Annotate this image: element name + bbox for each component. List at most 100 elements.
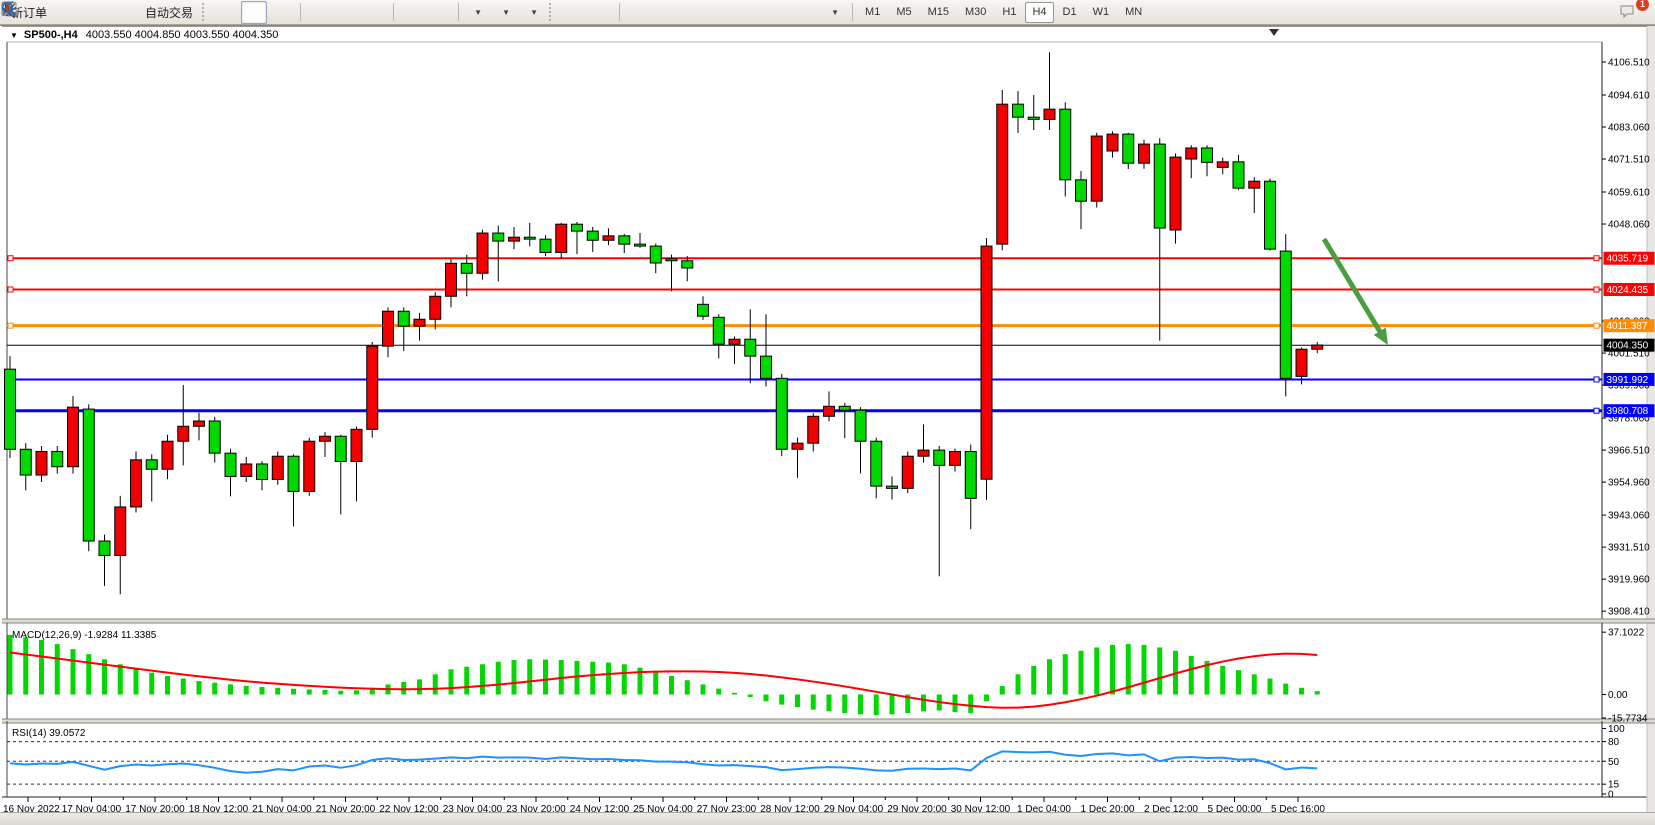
equidistant-channel-tool-icon[interactable]: E bbox=[1, 1, 735, 24]
svg-text:3919.960: 3919.960 bbox=[1608, 575, 1650, 586]
chart-title: ▼ SP500-,H4 4003.550 4004.850 4003.550 4… bbox=[10, 29, 278, 41]
timeframe-MN[interactable]: MN bbox=[1125, 6, 1143, 18]
chart-shift-icon[interactable] bbox=[2, 1, 453, 24]
time-axis-label: 16 Nov 2022 bbox=[3, 804, 60, 813]
toolbar-separator bbox=[458, 3, 460, 21]
svg-text:4106.510: 4106.510 bbox=[1608, 58, 1650, 69]
collapse-icon[interactable]: ▼ bbox=[10, 30, 18, 40]
horizontal-line-4035.719[interactable] bbox=[7, 255, 1602, 262]
time-axis-label: 24 Nov 12:00 bbox=[570, 804, 630, 813]
svg-text:4083.060: 4083.060 bbox=[1608, 123, 1650, 134]
price-label-chip-4024.435: 4024.435 bbox=[1603, 283, 1655, 297]
candlestick-chart-type-icon[interactable] bbox=[3, 0, 268, 24]
macd-histogram-bar bbox=[905, 694, 911, 713]
svg-text:4004.350: 4004.350 bbox=[1607, 341, 1649, 352]
horizontal-line-3991.992[interactable] bbox=[7, 376, 1602, 383]
cursor-tool-icon[interactable] bbox=[5, 1, 586, 24]
line-chart-type-icon[interactable] bbox=[1, 1, 295, 24]
tile-windows-icon[interactable] bbox=[2, 1, 388, 24]
chat-bubble-icon bbox=[1620, 5, 1634, 18]
notifications-button[interactable]: 1 bbox=[1617, 0, 1649, 24]
zoom-out-icon[interactable] bbox=[1, 1, 360, 24]
gold-coin-icon[interactable] bbox=[1, 1, 81, 24]
horizontal-line-tool-icon[interactable] bbox=[2, 1, 679, 24]
macd-histogram-bar bbox=[810, 694, 816, 710]
svg-text:3991.992: 3991.992 bbox=[1607, 375, 1649, 386]
svg-text:3908.410: 3908.410 bbox=[1608, 607, 1650, 618]
svg-text:4059.610: 4059.610 bbox=[1608, 188, 1650, 199]
macd-histogram-bar bbox=[1141, 644, 1147, 695]
auto-trading-button[interactable]: 自动交易 bbox=[1, 1, 199, 24]
symbol-timeframe-label: SP500-,H4 bbox=[23, 29, 78, 41]
toolbar: 新订单 自动交易 ▼ ▼ ▼ bbox=[0, 0, 1655, 25]
macd-histogram-bar bbox=[637, 667, 643, 695]
macd-histogram-bar bbox=[102, 659, 107, 695]
auto-scroll-icon[interactable] bbox=[2, 1, 425, 24]
time-axis-label: 23 Nov 04:00 bbox=[443, 804, 503, 813]
timeframe-W1[interactable]: W1 bbox=[1092, 6, 1110, 18]
horizontal-line-4024.435[interactable] bbox=[7, 286, 1602, 293]
ohlc-quote-label: 4003.550 4004.850 4003.550 4004.350 bbox=[85, 29, 279, 41]
svg-text:4094.610: 4094.610 bbox=[1608, 90, 1650, 101]
signal-icon[interactable] bbox=[1, 1, 137, 24]
timeframe-M5[interactable]: M5 bbox=[896, 6, 912, 18]
bar-chart-type-icon[interactable] bbox=[3, 1, 239, 24]
price-label-chip-4011.387: 4011.387 bbox=[1603, 319, 1655, 333]
timeframe-H1[interactable]: H1 bbox=[1002, 6, 1017, 18]
macd-histogram-bar bbox=[653, 671, 659, 695]
macd-histogram-bar bbox=[7, 634, 13, 695]
rsi-panel: 100 80 50 150 bbox=[6, 721, 1625, 801]
time-axis-label: 17 Nov 20:00 bbox=[125, 804, 185, 813]
crosshair-tool-icon[interactable] bbox=[2, 1, 614, 24]
macd-histogram-bar bbox=[448, 669, 454, 695]
macd-histogram-bar bbox=[1314, 691, 1320, 695]
price-label-chip-4035.719: 4035.719 bbox=[1603, 251, 1655, 265]
svg-text:4011.387: 4011.387 bbox=[1607, 321, 1648, 332]
timeframe-M30[interactable]: M30 bbox=[965, 6, 987, 18]
macd-histogram-bar bbox=[984, 694, 989, 702]
macd-histogram-bar bbox=[401, 681, 407, 695]
notification-badge: 1 bbox=[1636, 0, 1649, 11]
new-order-label: 新订单 bbox=[11, 5, 48, 20]
timeframe-H4[interactable]: H4 bbox=[1025, 1, 1054, 23]
zoom-in-icon[interactable] bbox=[1, 1, 332, 24]
svg-text:4035.719: 4035.719 bbox=[1607, 254, 1649, 265]
new-order-button[interactable]: 新订单 bbox=[5, 1, 53, 24]
periods-button[interactable]: ▼ bbox=[1, 1, 518, 24]
toolbar-separator bbox=[619, 3, 621, 21]
new-chart-button[interactable]: ▼ bbox=[2, 1, 490, 24]
macd-histogram-bar bbox=[149, 672, 155, 695]
macd-histogram-bar bbox=[39, 639, 44, 695]
macd-histogram-bar bbox=[921, 694, 926, 712]
arrow-annotation[interactable] bbox=[1321, 237, 1388, 345]
arrows-tool-button[interactable]: ▼ bbox=[4, 1, 847, 24]
price-chart-canvas[interactable]: 4106.510 4094.610 4083.060 4071.510 4059.610… bbox=[0, 26, 1655, 813]
macd-histogram-bar bbox=[606, 662, 611, 695]
indicators-button[interactable]: ▼ bbox=[1, 1, 546, 24]
timeframe-M1[interactable]: M1 bbox=[865, 6, 881, 18]
horizontal-line-3980.708[interactable] bbox=[7, 407, 1602, 414]
svg-text:0: 0 bbox=[1608, 790, 1614, 801]
macd-histogram-bar bbox=[1078, 650, 1084, 695]
trendline-tool-icon[interactable] bbox=[2, 1, 707, 24]
vertical-line-tool-icon[interactable] bbox=[8, 1, 651, 24]
text-tool-icon[interactable]: A bbox=[5, 1, 791, 24]
terminal-icon[interactable] bbox=[2, 1, 109, 24]
macd-histogram-bar bbox=[700, 684, 706, 695]
horizontal-line-4011.387[interactable] bbox=[7, 322, 1602, 329]
chart-window[interactable]: ▼ SP500-,H4 4003.550 4004.850 4003.550 4… bbox=[0, 25, 1655, 813]
fibonacci-tool-icon[interactable]: F bbox=[2, 1, 763, 24]
macd-histogram-bar bbox=[369, 687, 375, 695]
macd-histogram-bar bbox=[259, 686, 265, 695]
timeframe-D1[interactable]: D1 bbox=[1062, 6, 1077, 18]
shift-marker-icon[interactable] bbox=[1269, 29, 1279, 36]
search-icon[interactable] bbox=[1, 1, 1615, 24]
svg-text:50: 50 bbox=[1608, 757, 1620, 768]
svg-text:3966.510: 3966.510 bbox=[1608, 446, 1650, 457]
text-label-tool-icon[interactable]: T bbox=[1, 1, 819, 24]
macd-histogram-bar bbox=[511, 660, 517, 695]
timeframe-M15[interactable]: M15 bbox=[927, 6, 949, 18]
svg-text:3954.960: 3954.960 bbox=[1608, 478, 1650, 489]
macd-histogram-bar bbox=[968, 694, 974, 713]
macd-histogram-bar bbox=[889, 694, 895, 715]
